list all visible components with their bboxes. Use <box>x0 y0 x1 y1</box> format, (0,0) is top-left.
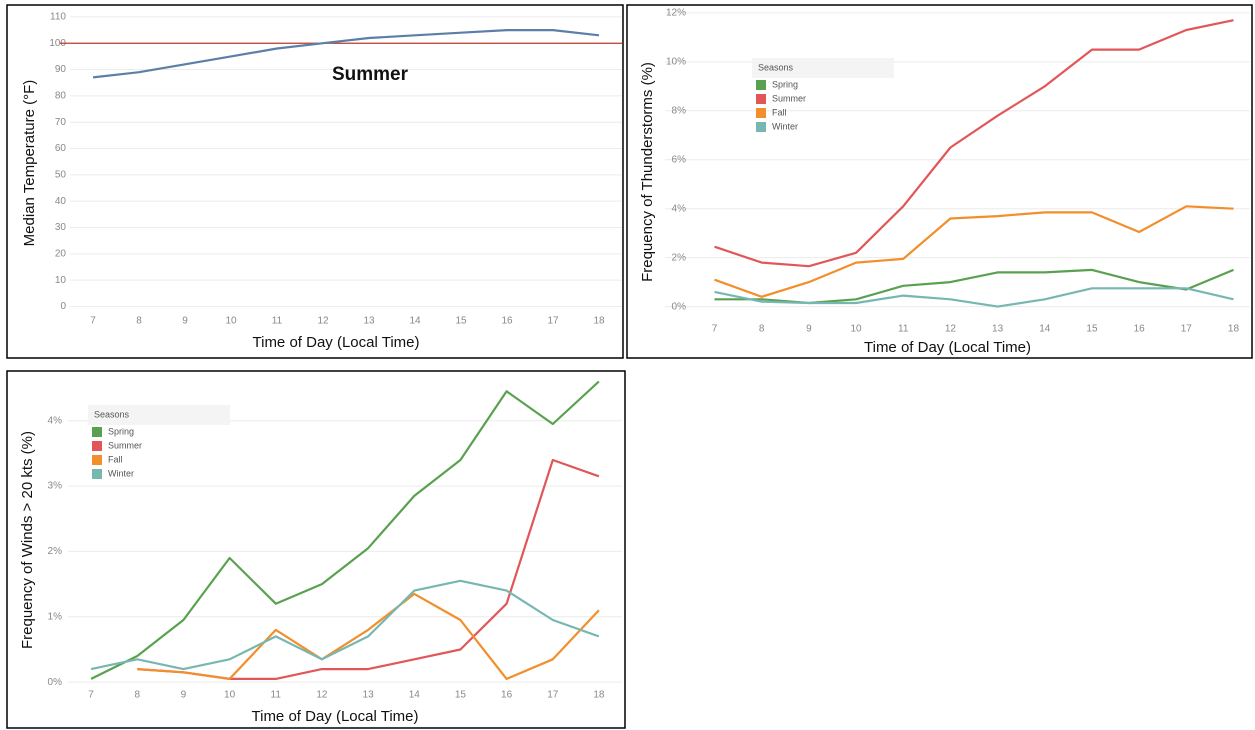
legend-label: Summer <box>772 93 806 103</box>
y-tick-label: 80 <box>55 91 67 102</box>
y-tick-label: 0 <box>60 301 66 312</box>
legend-label: Winter <box>772 121 798 131</box>
series-line <box>92 29 600 79</box>
y-tick-label: 40 <box>55 196 67 207</box>
x-axis-title: Time of Day (Local Time) <box>864 339 1031 356</box>
series-line <box>137 592 600 680</box>
panel-frame <box>6 4 624 359</box>
y-tick-label: 2% <box>48 546 63 557</box>
legend-title: Seasons <box>758 62 794 72</box>
y-tick-label: 4% <box>48 415 63 426</box>
x-tick-label: 14 <box>409 690 421 701</box>
y-tick-label: 110 <box>50 12 66 23</box>
legend-swatch <box>756 80 766 90</box>
x-tick-label: 16 <box>501 316 513 327</box>
y-tick-label: 6% <box>672 154 687 165</box>
x-tick-label: 18 <box>593 690 605 701</box>
series-line <box>137 458 600 680</box>
x-tick-label: 9 <box>181 690 187 701</box>
legend-swatch <box>756 108 766 118</box>
x-tick-label: 8 <box>759 324 765 335</box>
x-tick-label: 16 <box>1134 324 1146 335</box>
y-tick-label: 90 <box>55 64 67 75</box>
x-tick-label: 14 <box>409 316 421 327</box>
legend-header <box>752 58 894 78</box>
panel-frame <box>626 4 1253 359</box>
x-tick-label: 18 <box>593 316 605 327</box>
x-tick-label: 15 <box>455 690 467 701</box>
y-tick-label: 0% <box>48 677 63 688</box>
y-tick-label: 10% <box>666 56 686 67</box>
y-tick-label: 20 <box>55 248 67 259</box>
y-tick-label: 50 <box>55 169 67 180</box>
x-tick-label: 10 <box>225 316 237 327</box>
y-tick-label: 2% <box>672 252 687 263</box>
x-tick-label: 9 <box>182 316 188 327</box>
legend-label: Fall <box>772 107 787 117</box>
y-axis-title: Frequency of Winds > 20 kts (%) <box>19 431 36 649</box>
x-tick-label: 11 <box>898 324 909 335</box>
x-tick-label: 7 <box>90 316 96 327</box>
legend-swatch <box>92 427 102 437</box>
x-axis-title: Time of Day (Local Time) <box>253 334 420 351</box>
y-tick-label: 10 <box>55 275 67 286</box>
x-axis-title: Time of Day (Local Time) <box>252 708 419 725</box>
x-tick-label: 13 <box>363 690 375 701</box>
x-tick-label: 14 <box>1039 324 1051 335</box>
x-tick-label: 10 <box>224 690 236 701</box>
x-tick-label: 12 <box>317 316 329 327</box>
legend-swatch <box>92 469 102 479</box>
x-tick-label: 10 <box>851 324 863 335</box>
x-tick-label: 11 <box>272 316 283 327</box>
legend-label: Winter <box>108 468 134 478</box>
y-tick-label: 100 <box>49 38 66 49</box>
y-tick-label: 0% <box>672 301 687 312</box>
series-line <box>90 380 600 680</box>
y-tick-label: 8% <box>672 105 687 116</box>
x-tick-label: 13 <box>992 324 1004 335</box>
x-tick-label: 15 <box>455 316 467 327</box>
x-tick-label: 17 <box>1181 324 1193 335</box>
legend-label: Spring <box>772 79 798 89</box>
x-tick-label: 8 <box>134 690 140 701</box>
y-axis-title: Median Temperature (°F) <box>21 80 38 247</box>
chart-title: Summer <box>332 64 409 85</box>
x-tick-label: 12 <box>316 690 328 701</box>
series-line <box>714 19 1234 268</box>
y-tick-label: 4% <box>672 203 687 214</box>
legend-swatch <box>92 455 102 465</box>
series-line <box>90 579 600 671</box>
legend-label: Spring <box>108 426 134 436</box>
x-tick-label: 12 <box>945 324 957 335</box>
legend-swatch <box>756 122 766 132</box>
legend-label: Summer <box>108 440 142 450</box>
series-line <box>714 205 1234 298</box>
series-line <box>714 287 1234 308</box>
y-tick-label: 1% <box>48 611 63 622</box>
legend-title: Seasons <box>94 409 130 419</box>
legend-label: Fall <box>108 454 123 464</box>
x-tick-label: 7 <box>712 324 718 335</box>
panel-frame <box>6 370 626 729</box>
legend-header <box>88 405 230 425</box>
legend-swatch <box>756 94 766 104</box>
x-tick-label: 15 <box>1086 324 1098 335</box>
y-tick-label: 70 <box>55 117 67 128</box>
x-tick-label: 9 <box>806 324 812 335</box>
y-axis-title: Frequency of Thunderstorms (%) <box>639 62 656 282</box>
y-tick-label: 60 <box>55 143 67 154</box>
x-tick-label: 18 <box>1228 324 1240 335</box>
y-tick-label: 12% <box>666 8 686 19</box>
x-tick-label: 11 <box>271 690 282 701</box>
x-tick-label: 13 <box>363 316 375 327</box>
x-tick-label: 8 <box>136 316 142 327</box>
legend-swatch <box>92 441 102 451</box>
x-tick-label: 17 <box>547 690 559 701</box>
x-tick-label: 16 <box>501 690 513 701</box>
x-tick-label: 17 <box>547 316 559 327</box>
x-tick-label: 7 <box>88 690 94 701</box>
y-tick-label: 30 <box>55 222 67 233</box>
y-tick-label: 3% <box>48 481 63 492</box>
